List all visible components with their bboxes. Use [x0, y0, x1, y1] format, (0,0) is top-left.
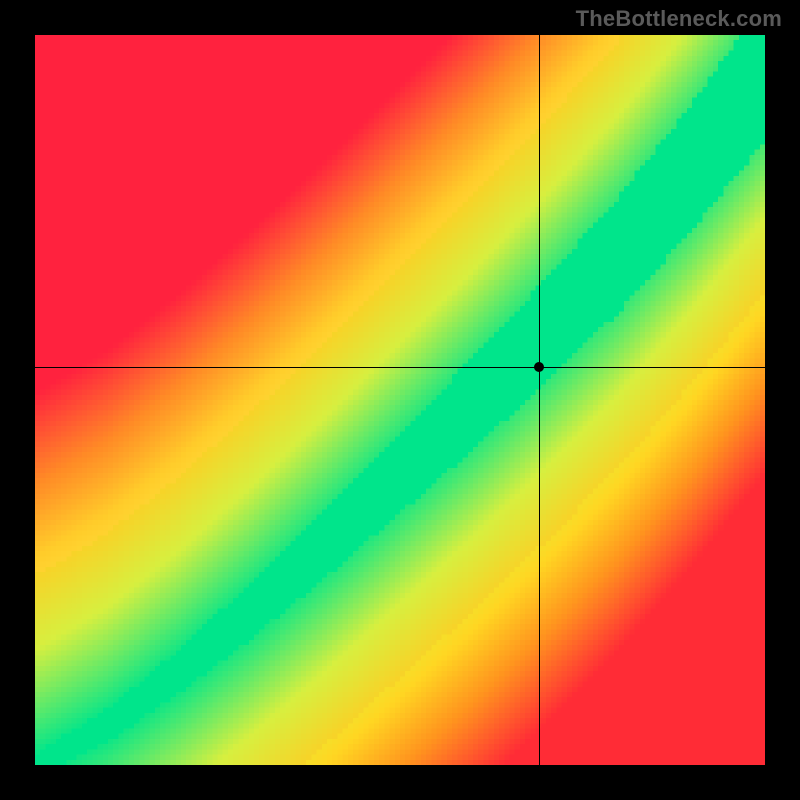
crosshair-horizontal [35, 367, 765, 368]
watermark-label: TheBottleneck.com [576, 6, 782, 32]
crosshair-marker [534, 362, 544, 372]
heatmap-plot [35, 35, 765, 765]
heatmap-canvas [35, 35, 765, 765]
crosshair-vertical [539, 35, 540, 765]
